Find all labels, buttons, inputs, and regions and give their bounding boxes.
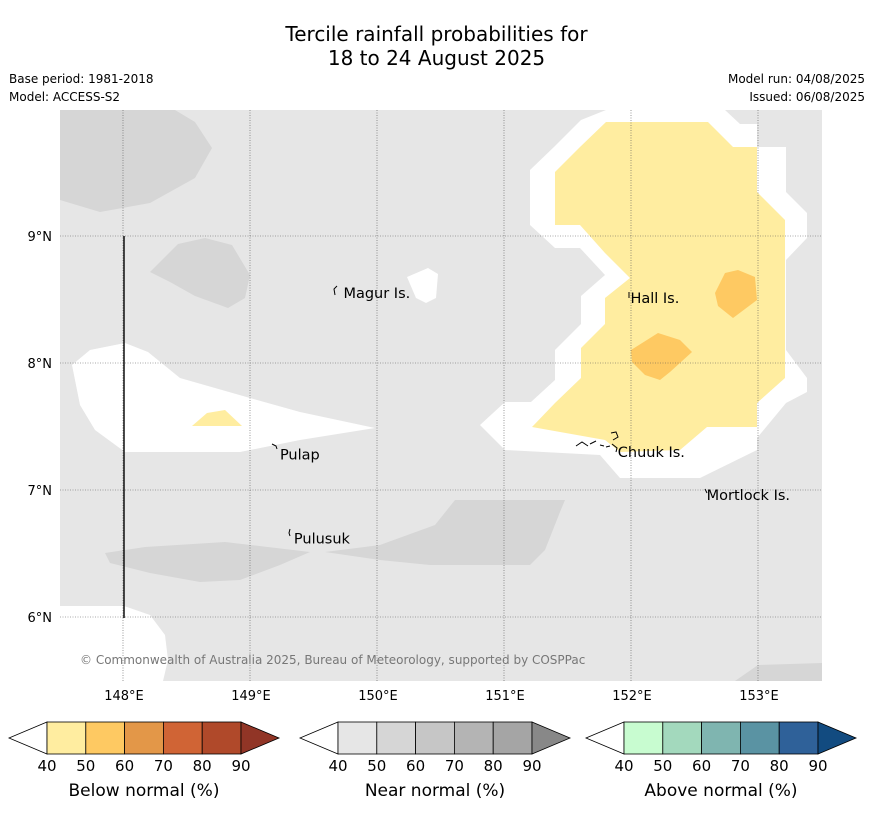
place-label: Pulap: [280, 447, 320, 463]
title-line-2: 18 to 24 August 2025: [327, 46, 546, 70]
colorbar-tick-label: 60: [406, 757, 425, 775]
lat-label: 7°N: [28, 484, 53, 499]
colorbar-tick-label: 50: [653, 757, 672, 775]
colorbar-tick-label: 70: [731, 757, 750, 775]
meta-left: Base period: 1981-2018 Model: ACCESS-S2: [9, 70, 154, 106]
model-run: Model run: 04/08/2025: [727, 72, 865, 86]
colorbar-segment: [201, 721, 242, 755]
below-50-patch-center: [631, 333, 692, 380]
place-labels: Magur Is. Hall Is. Pulap Chuuk Is. Mortlock …: [280, 286, 790, 547]
colorbar-tick-label: 40: [328, 757, 347, 775]
base-period: Base period: 1981-2018: [9, 72, 154, 86]
colorbar-tick-label: 70: [445, 757, 464, 775]
lon-label: 148°E: [104, 689, 144, 704]
colorbar-segment: [162, 721, 203, 755]
colorbar-segment: [46, 721, 87, 755]
colorbars: 40 50 60 70 80 90 40 50 60 70 80 90 40 50 60 70 80 90: [7, 721, 858, 775]
near-50-patch-northwest: [60, 110, 212, 212]
island-shapes: [271, 285, 708, 537]
colorbar-segment: [415, 721, 455, 755]
colorbar-segment: [778, 721, 819, 755]
lat-label: 9°N: [28, 230, 53, 245]
colorbar-segment: [740, 721, 780, 755]
island-pulusuk: [288, 528, 291, 537]
lon-label: 149°E: [231, 689, 271, 704]
issued-date: Issued: 06/08/2025: [749, 90, 865, 104]
colorbar-extend-left: [584, 721, 625, 755]
colorbar-tick-label: 80: [193, 757, 212, 775]
colorbar-tick-label: 80: [770, 757, 789, 775]
below-40-area-west: [192, 410, 242, 426]
lon-label: 151°E: [485, 689, 525, 704]
below-50-patch-hall: [715, 270, 757, 318]
colorbar-tick-label: 90: [231, 757, 250, 775]
colorbar-tick-label: 70: [154, 757, 173, 775]
colorbar-label-near: Near normal (%): [364, 781, 506, 801]
colorbar-segment: [701, 721, 741, 755]
colorbar-extend-right: [817, 721, 858, 755]
white-area-west: [72, 343, 375, 452]
colorbar-tick-label: 90: [522, 757, 541, 775]
colorbar-extend-right: [531, 721, 572, 755]
map-panel: Magur Is. Hall Is. Pulap Chuuk Is. Mortlock …: [60, 110, 822, 681]
colorbar-segment: [85, 721, 126, 755]
lat-label: 8°N: [28, 357, 53, 372]
place-label: Hall Is.: [630, 291, 679, 307]
place-label: Magur Is.: [343, 286, 410, 302]
colorbar-segment: [453, 721, 494, 755]
place-label: Mortlock Is.: [707, 488, 790, 504]
colorbar-label-below: Below normal (%): [68, 781, 220, 801]
lon-label: 152°E: [612, 689, 652, 704]
lon-label: 150°E: [358, 689, 398, 704]
near-50-patch-west: [150, 238, 250, 308]
colorbar-segment: [124, 721, 164, 755]
colorbar-tick-label: 60: [115, 757, 134, 775]
place-label: Pulusuk: [294, 531, 351, 547]
map-title: Tercile rainfall probabilities for 18 to…: [0, 22, 873, 70]
near-50-patch-south-west: [105, 542, 310, 582]
place-label: Chuuk Is.: [618, 445, 685, 461]
colorbar-extend-left: [298, 721, 339, 755]
gridlines: [60, 110, 822, 681]
colorbar-extend-right: [240, 721, 281, 755]
white-area-southwest: [60, 606, 168, 681]
colorbar-tick-label: 40: [37, 757, 56, 775]
colorbar-segment: [623, 721, 664, 755]
colorbar-tick-label: 50: [367, 757, 386, 775]
lat-axis-labels: 9°N 8°N 7°N 6°N: [28, 230, 53, 626]
island-pulap: [271, 443, 278, 450]
lon-axis-labels: 148°E 149°E 150°E 151°E 152°E 153°E: [104, 689, 779, 704]
near-50-patch-southeast: [735, 663, 822, 681]
lat-label: 6°N: [28, 611, 53, 626]
title-line-1: Tercile rainfall probabilities for: [285, 22, 588, 46]
white-area-north-islet: [407, 268, 438, 303]
colorbar-tick-label: 80: [484, 757, 503, 775]
colorbar-segment: [376, 721, 416, 755]
colorbar-tick-label: 90: [808, 757, 827, 775]
island-mortlock: [704, 488, 708, 494]
colorbar-tick-label: 60: [692, 757, 711, 775]
colorbar-extend-left: [7, 721, 48, 755]
model-name: Model: ACCESS-S2: [9, 90, 121, 104]
colorbar-segment: [662, 721, 702, 755]
lon-label: 153°E: [739, 689, 779, 704]
near-50-patch-south-center: [325, 500, 565, 565]
colorbar-segment: [492, 721, 533, 755]
copyright-notice: © Commonwealth of Australia 2025, Bureau…: [80, 653, 586, 667]
colorbar-tick-label: 40: [614, 757, 633, 775]
island-chuuk-lagoon: [575, 431, 619, 453]
meta-right: Model run: 04/08/2025 Issued: 06/08/2025: [728, 70, 865, 106]
colorbar-segment: [337, 721, 378, 755]
colorbar-label-above: Above normal (%): [644, 781, 798, 801]
colorbar-tick-label: 50: [76, 757, 95, 775]
island-magur: [333, 285, 338, 296]
below-40-area-east: [532, 122, 785, 452]
